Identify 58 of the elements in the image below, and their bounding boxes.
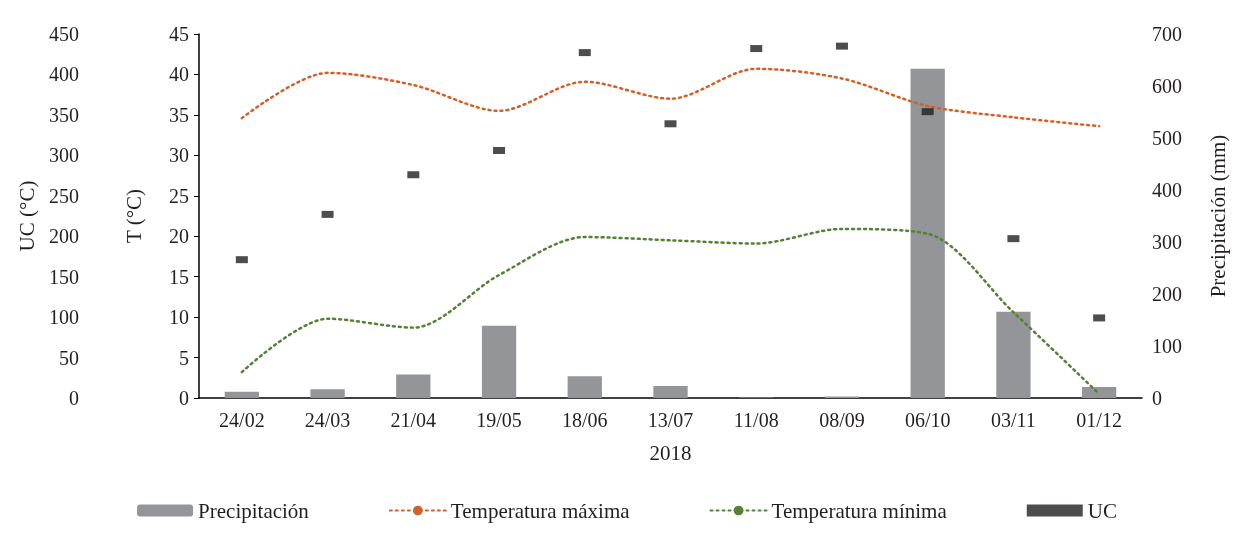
x-tick-label: 18/06 [561, 409, 608, 431]
x-tick-label: 24/02 [219, 409, 265, 431]
y-tick-label: 35 [169, 103, 189, 126]
x-tick-label: 19/05 [476, 409, 522, 431]
y-tick-label: 25 [169, 184, 189, 207]
bar [396, 374, 431, 398]
y2-tick-label: 400 [1152, 179, 1182, 201]
y-tick-label: 10 [169, 306, 189, 329]
x-tick-label: 11/08 [733, 409, 779, 431]
y2-tick-label: 600 [1152, 75, 1182, 97]
y3-tick-label: 200 [49, 225, 79, 248]
y3-tick-label: 0 [69, 387, 79, 409]
x-tick-label: 03/11 [991, 409, 1036, 431]
y2-tick-label: 300 [1152, 231, 1182, 253]
y-tick-label: 30 [169, 144, 189, 167]
y-tick-label: 0 [179, 387, 189, 409]
x-tick-label: 01/12 [1076, 409, 1122, 431]
y-tick-label: 15 [169, 265, 189, 288]
y3-tick-label: 300 [49, 144, 79, 167]
y3-tick-label: 250 [49, 184, 79, 207]
x-axis-title: 2018 [649, 440, 692, 465]
legend-label: Precipitación [198, 498, 310, 523]
y2-tick-label: 700 [1152, 23, 1182, 45]
y2-axis-title: Precipitación (mm) [1205, 134, 1230, 298]
y3-tick-label: 350 [49, 103, 79, 126]
y2-tick-label: 0 [1152, 387, 1162, 409]
y3-tick-label: 150 [49, 265, 79, 288]
legend-label: UC [1087, 498, 1117, 523]
bar [567, 376, 602, 398]
y-tick-label: 20 [169, 225, 189, 248]
x-tick-label: 08/09 [819, 409, 865, 431]
y3-tick-label: 50 [59, 346, 79, 369]
x-tick-label: 06/10 [904, 409, 951, 431]
x-tick-label: 13/07 [647, 409, 694, 431]
bar [310, 389, 345, 398]
y3-tick-label: 450 [49, 23, 79, 45]
line-series [240, 227, 1101, 396]
y2-tick-label: 200 [1152, 283, 1182, 305]
legend-label: Temperatura máxima [450, 498, 631, 523]
y3-tick-label: 100 [49, 306, 79, 329]
y2-tick-label: 500 [1152, 127, 1182, 149]
bar [481, 325, 517, 398]
bar [224, 391, 260, 398]
y-tick-label: 5 [179, 346, 189, 369]
y-axis-title: T (°C) [121, 188, 146, 244]
bar [1081, 387, 1117, 398]
bar [910, 68, 945, 398]
x-tick-label: 24/03 [304, 409, 351, 431]
y2-tick-label: 100 [1152, 335, 1182, 357]
y-tick-label: 40 [169, 63, 189, 86]
line-series [240, 67, 1101, 128]
y3-axis-title: UC (°C) [14, 180, 39, 252]
bar [996, 311, 1031, 398]
y3-tick-label: 400 [49, 63, 79, 86]
x-tick-label: 21/04 [390, 409, 437, 431]
legend-label: Temperatura mínima [771, 498, 948, 523]
bar [653, 386, 688, 398]
y-tick-label: 45 [169, 23, 189, 45]
